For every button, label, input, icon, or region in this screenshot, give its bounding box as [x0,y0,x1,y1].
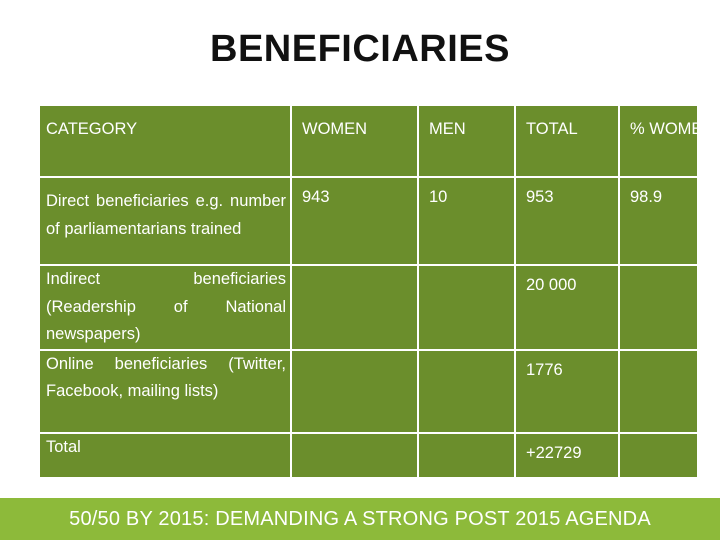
header-men: MEN [417,104,516,178]
cell-pct-women [618,264,720,351]
cell-men [417,431,516,479]
cell-men [417,264,516,351]
data-table: CATEGORY WOMEN MEN TOTAL % WOMEN Direct … [38,104,720,479]
header-row: CATEGORY WOMEN MEN TOTAL % WOMEN [38,104,720,178]
header-pct-women: % WOMEN [618,104,720,178]
cell-pct-women [618,348,720,434]
table-row: Total +22729 [38,431,720,479]
cell-men [417,348,516,434]
footer-text: 50/50 BY 2015: DEMANDING A STRONG POST 2… [69,508,651,530]
cell-category: Online beneficiaries (Twitter, Facebook,… [38,348,292,434]
cell-total: 1776 [514,348,620,434]
beneficiaries-table: CATEGORY WOMEN MEN TOTAL % WOMEN Direct … [38,104,720,479]
table-row: Indirect beneficiaries (Readership of Na… [38,264,720,351]
cell-pct-women: 98.9 [618,176,720,266]
cell-category: Direct beneficiaries e.g. number of parl… [38,176,292,266]
footer-banner: 50/50 BY 2015: DEMANDING A STRONG POST 2… [0,498,720,540]
table-row: Online beneficiaries (Twitter, Facebook,… [38,348,720,434]
cell-pct-women [618,431,720,479]
cell-women [290,264,419,351]
cell-women [290,431,419,479]
cell-total: 953 [514,176,620,266]
header-total: TOTAL [514,104,620,178]
cell-men: 10 [417,176,516,266]
page-title: BENEFICIARIES [210,28,510,70]
cell-category: Indirect beneficiaries (Readership of Na… [38,264,292,351]
cell-women: 943 [290,176,419,266]
cell-women [290,348,419,434]
cell-category: Total [38,431,292,479]
cell-total: +22729 [514,431,620,479]
header-category: CATEGORY [38,104,292,178]
header-women: WOMEN [290,104,419,178]
cell-total: 20 000 [514,264,620,351]
table-row: Direct beneficiaries e.g. number of parl… [38,176,720,266]
